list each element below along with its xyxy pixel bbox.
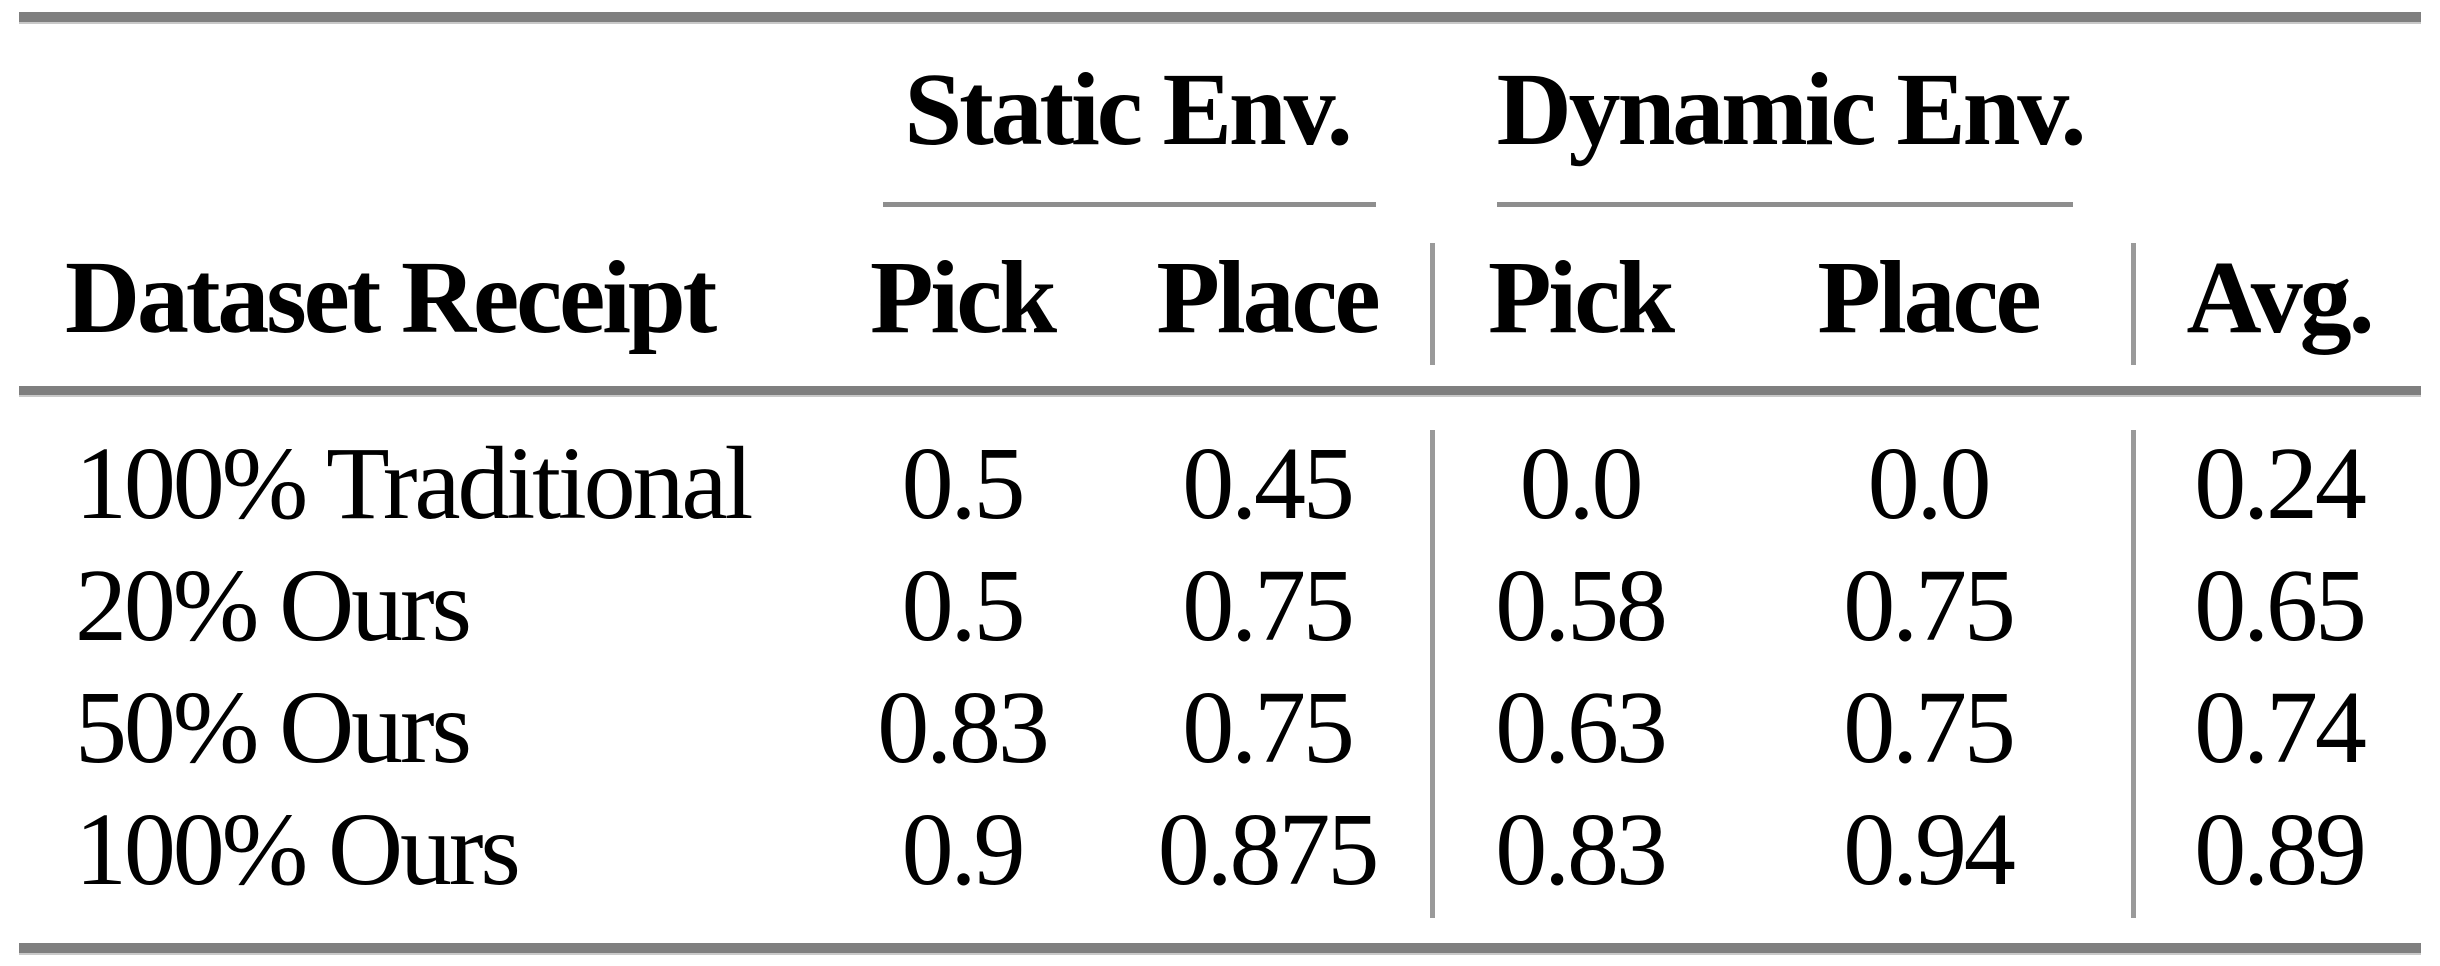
dynamic-place-value: 0.94 xyxy=(1843,792,2016,907)
static-place-value: 0.75 xyxy=(1182,670,1355,785)
column-header-avg: Avg. xyxy=(2186,240,2375,355)
group-header-static-env: Static Env. xyxy=(904,52,1352,167)
static-pick-value: 0.9 xyxy=(901,792,1026,907)
column-header-dynamic-pick: Pick xyxy=(1488,240,1675,355)
static-place-value: 0.45 xyxy=(1182,426,1355,541)
vertical-separator-1 xyxy=(1430,243,1435,365)
avg-value: 0.24 xyxy=(2194,426,2367,541)
column-header-static-pick: Pick xyxy=(870,240,1057,355)
vertical-separator-2 xyxy=(2131,430,2136,918)
row-label: 100% Traditional xyxy=(75,426,753,541)
group-header-dynamic-env: Dynamic Env. xyxy=(1496,52,2087,167)
table-top-rule xyxy=(19,12,2421,24)
table-bottom-rule xyxy=(19,943,2421,955)
dynamic-pick-value: 0.83 xyxy=(1495,792,1668,907)
row-label: 100% Ours xyxy=(75,792,521,907)
dynamic-pick-value: 0.0 xyxy=(1519,426,1644,541)
avg-value: 0.65 xyxy=(2194,548,2367,663)
column-header-dataset-receipt: Dataset Receipt xyxy=(65,240,717,355)
static-env-cmidrule xyxy=(883,202,1376,207)
row-label: 20% Ours xyxy=(75,548,472,663)
dynamic-place-value: 0.75 xyxy=(1843,670,2016,785)
dynamic-place-value: 0.0 xyxy=(1867,426,1992,541)
row-label: 50% Ours xyxy=(75,670,472,785)
static-place-value: 0.875 xyxy=(1157,792,1380,907)
column-header-dynamic-place: Place xyxy=(1817,240,2041,355)
vertical-separator-1 xyxy=(1430,430,1435,918)
static-place-value: 0.75 xyxy=(1182,548,1355,663)
vertical-separator-2 xyxy=(2131,243,2136,365)
static-pick-value: 0.83 xyxy=(877,670,1050,785)
dynamic-pick-value: 0.58 xyxy=(1495,548,1668,663)
static-pick-value: 0.5 xyxy=(901,548,1026,663)
table-header-rule xyxy=(19,386,2421,397)
dynamic-place-value: 0.75 xyxy=(1843,548,2016,663)
column-header-static-place: Place xyxy=(1156,240,1380,355)
dynamic-env-cmidrule xyxy=(1497,202,2073,207)
avg-value: 0.74 xyxy=(2194,670,2367,785)
avg-value: 0.89 xyxy=(2194,792,2367,907)
static-pick-value: 0.5 xyxy=(901,426,1026,541)
dynamic-pick-value: 0.63 xyxy=(1495,670,1668,785)
